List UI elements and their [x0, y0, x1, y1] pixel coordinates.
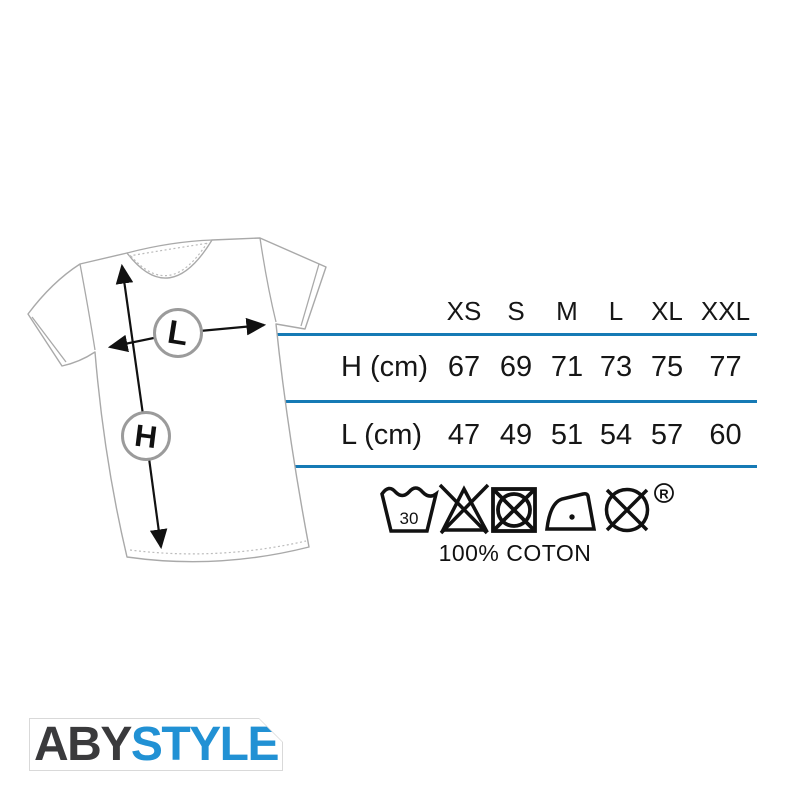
- brand-logo-text: ABY STYLE: [30, 719, 282, 770]
- height-arrow-up: [115, 263, 148, 437]
- fabric-composition: 100% COTON: [438, 540, 592, 566]
- wash-temperature: 30: [400, 509, 419, 528]
- size-col-l: L: [608, 296, 624, 326]
- brand-logo: ABY STYLE: [29, 718, 283, 771]
- size-col-xl: XL: [651, 296, 683, 326]
- h-value-xs: 67: [447, 351, 481, 383]
- table-row-width: L (cm) 47 49 51 54 57 60: [335, 418, 757, 452]
- do-not-tumble-dry-icon: [491, 487, 537, 533]
- do-not-dry-clean-icon: [604, 487, 650, 533]
- right-cuff-seam: [300, 263, 320, 327]
- left-armhole-seam: [79, 263, 96, 351]
- table-divider-bottom: [260, 465, 757, 468]
- collar-stitch-back: [128, 242, 210, 257]
- right-armhole-seam: [259, 237, 277, 323]
- l-value-xl: 57: [650, 419, 684, 451]
- registered-mark-icon: [654, 483, 674, 503]
- size-table-header: XS S M L XL XXL: [335, 296, 757, 326]
- registered-mark-letter: R: [659, 487, 669, 502]
- h-value-l: 73: [599, 351, 633, 383]
- l-value-xs: 47: [447, 419, 481, 451]
- tshirt-diagram: L H: [27, 237, 327, 563]
- height-label-circle: [121, 411, 171, 461]
- row-label-l: L (cm): [341, 419, 423, 451]
- l-value-s: 49: [499, 419, 533, 451]
- size-col-xxl: XXL: [700, 296, 751, 326]
- brand-name-part1: ABY: [33, 717, 131, 771]
- collar-back-line: [126, 239, 213, 254]
- h-value-xxl: 77: [709, 351, 742, 383]
- table-divider-middle: [260, 400, 757, 403]
- size-col-xs: XS: [446, 296, 482, 326]
- brand-name-part2: STYLE: [130, 717, 279, 771]
- h-value-s: 69: [499, 351, 533, 383]
- tshirt-outline: [27, 237, 327, 563]
- l-value-xxl: 60: [709, 419, 742, 451]
- care-symbols: 30 R: [380, 483, 674, 535]
- row-label-h: H (cm): [341, 351, 428, 383]
- width-label-circle: [153, 308, 203, 358]
- table-divider-top: [260, 333, 757, 336]
- do-not-bleach-cross: [438, 483, 490, 535]
- l-value-l: 54: [599, 419, 633, 451]
- size-col-m: M: [556, 296, 578, 326]
- table-row-height: H (cm) 67 69 71 73 75 77: [335, 350, 757, 384]
- height-label: H: [133, 418, 159, 455]
- left-cuff-seam: [31, 316, 67, 363]
- iron-low-icon: [545, 492, 597, 531]
- l-value-m: 51: [550, 419, 584, 451]
- do-not-bleach-icon: [440, 485, 489, 532]
- collar-stitch-front: [130, 242, 208, 277]
- size-col-s: S: [507, 296, 525, 326]
- wash-30-icon: [380, 486, 439, 533]
- h-value-xl: 75: [650, 351, 684, 383]
- h-value-m: 71: [550, 351, 584, 383]
- iron-dot: [569, 514, 575, 520]
